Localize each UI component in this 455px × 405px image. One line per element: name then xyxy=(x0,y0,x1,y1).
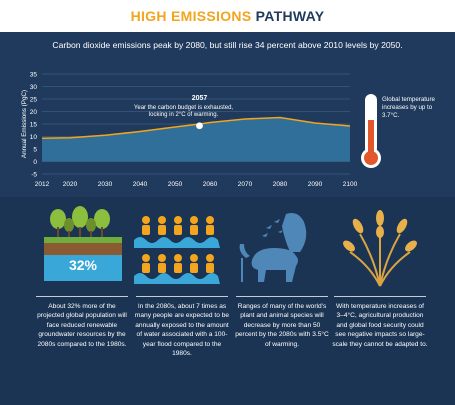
flood-caption: In the 2080s, about 7 times as many peop… xyxy=(134,303,230,358)
x-tick-label: 2012 xyxy=(35,181,50,188)
annotation-year: 2057 xyxy=(192,95,208,102)
food-security-caption: With temperature increases of 3–4°C, agr… xyxy=(332,303,428,348)
y-tick-label: 20 xyxy=(30,109,38,116)
emissions-chart: 35 30 25 20 15 10 5 0 -5 2012 2020 2030 2040 2050 2060… xyxy=(21,72,358,189)
groundwater-caption: About 32% more of the projected global p… xyxy=(37,303,127,348)
people-flood-icon xyxy=(134,216,220,284)
carbon-budget-marker xyxy=(196,122,203,130)
header-bar: HIGH EMISSIONS PATHWAY xyxy=(0,0,455,32)
x-tick-label: 2030 xyxy=(98,181,113,188)
title-rest: PATHWAY xyxy=(255,8,325,24)
species-caption: Ranges of many of the world's plant and … xyxy=(235,303,329,348)
x-tick-label: 2050 xyxy=(168,181,183,188)
panel-divider xyxy=(36,296,128,297)
y-tick-label: 15 xyxy=(30,122,38,129)
subtitle: Carbon dioxide emissions peak by 2080, b… xyxy=(52,40,403,50)
x-tick-label: 2040 xyxy=(133,181,148,188)
y-tick-label: 10 xyxy=(30,134,38,141)
y-axis-label: Annual Emissions (PgC) xyxy=(21,90,28,158)
x-tick-label: 2090 xyxy=(308,181,323,188)
y-tick-label: 0 xyxy=(33,159,37,166)
y-tick-label: 35 xyxy=(30,72,38,79)
groundwater-percent-badge: 32% xyxy=(68,257,98,273)
y-tick-label: 30 xyxy=(30,84,38,91)
annotation-text: locking in 2°C of warming. xyxy=(149,112,219,118)
title-accent: HIGH EMISSIONS xyxy=(130,8,252,24)
thermometer-label: Global temperature increases by up to 3.… xyxy=(382,96,435,119)
x-tick-label: 2100 xyxy=(343,181,358,188)
thermometer-fill xyxy=(368,120,374,156)
panel-divider xyxy=(334,296,426,297)
x-tick-label: 2080 xyxy=(273,181,288,188)
emissions-area xyxy=(42,117,350,162)
x-tick-label: 2070 xyxy=(238,181,253,188)
page-title: HIGH EMISSIONS PATHWAY xyxy=(0,0,455,32)
x-tick-label: 2060 xyxy=(203,181,218,188)
y-tick-label: 5 xyxy=(33,147,37,154)
panel-divider xyxy=(136,296,228,297)
panel-divider xyxy=(236,296,328,297)
trees-soil-icon xyxy=(44,206,122,281)
annotation-text: Year the carbon budget is exhausted, xyxy=(134,105,234,111)
wildlife-icon xyxy=(239,213,307,282)
thermometer-icon xyxy=(361,94,381,168)
x-tick-label: 2020 xyxy=(63,181,78,188)
y-tick-label: -5 xyxy=(31,172,37,179)
wheat-icon xyxy=(343,210,417,287)
y-tick-label: 25 xyxy=(30,97,38,104)
